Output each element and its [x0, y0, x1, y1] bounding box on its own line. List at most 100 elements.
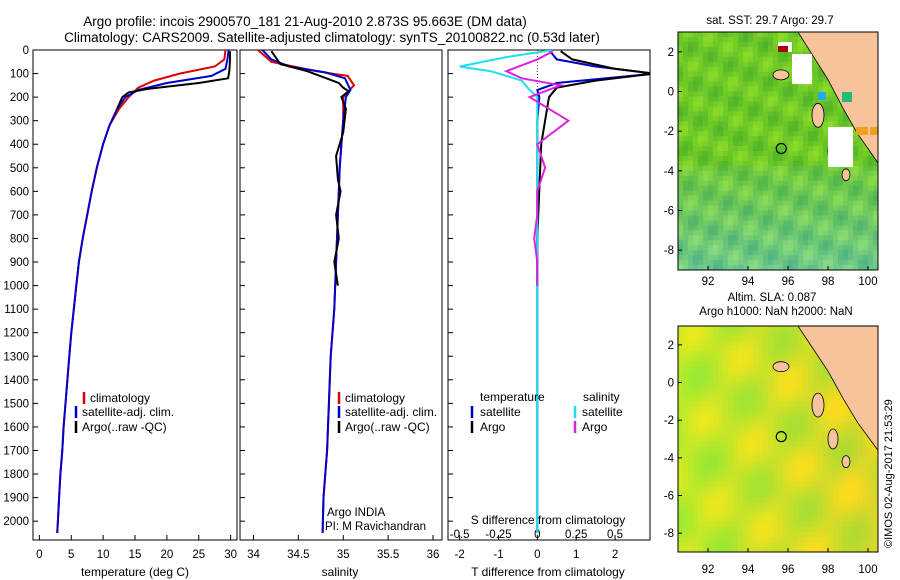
map-cell [733, 331, 739, 337]
map-cell [798, 346, 804, 352]
map-cell [723, 46, 729, 53]
map-cell [728, 536, 734, 543]
map-cell [798, 436, 804, 442]
map-cell [693, 185, 699, 192]
map-cell [688, 506, 694, 513]
map-cell [748, 260, 754, 266]
map-cell [733, 151, 739, 157]
map-cell [728, 195, 734, 202]
map-cell [753, 511, 759, 518]
map-cell [703, 240, 709, 246]
map-cell [843, 486, 849, 493]
map-cell [693, 106, 699, 112]
map-cell [768, 526, 774, 533]
map-cell [793, 235, 799, 241]
map-cell [733, 205, 739, 211]
map-cell [773, 466, 779, 473]
map-cell [688, 441, 694, 447]
coastal-pixel [818, 92, 826, 100]
map-cell [813, 205, 819, 211]
map-cell [693, 170, 699, 177]
map-cell [763, 170, 769, 177]
x-tick-label: 20 [160, 549, 173, 561]
map-cell [838, 180, 844, 187]
map-cell [708, 376, 714, 382]
map-cell [873, 476, 878, 483]
map-cell [678, 336, 684, 342]
map-cell [703, 32, 709, 38]
map-cell [848, 436, 854, 442]
map-cell [773, 331, 779, 337]
map-cell [718, 46, 724, 53]
map-cell [758, 170, 764, 177]
map-cell [738, 250, 744, 256]
map-cell [703, 46, 709, 53]
map-cell [813, 456, 819, 463]
map-cell [788, 126, 794, 132]
map-cell [738, 446, 744, 452]
map-cell [738, 165, 744, 172]
map-cell [763, 426, 769, 432]
map-cell [768, 66, 774, 73]
map-cell [803, 81, 809, 88]
map-cell [793, 506, 799, 513]
map-cell [703, 351, 709, 357]
map-cell [718, 366, 724, 372]
map-cell [703, 526, 709, 533]
map-cell [838, 547, 844, 552]
map-cell [843, 451, 849, 458]
map-cell [698, 32, 704, 38]
map-cell [763, 471, 769, 478]
map-cell [733, 376, 739, 382]
map-cell [858, 210, 864, 216]
map-cell [793, 471, 799, 478]
map-cell [798, 536, 804, 543]
map-cell [723, 210, 729, 216]
map-cell [698, 151, 704, 157]
map-cell [788, 146, 794, 152]
map-cell [753, 215, 759, 221]
map-cell [818, 496, 824, 503]
map-cell [808, 230, 814, 236]
map-cell [758, 136, 764, 142]
map-cell [808, 146, 814, 152]
map-cell [798, 141, 804, 147]
map-cell [718, 416, 724, 422]
map-cell [708, 381, 714, 387]
island [772, 361, 790, 373]
map-cell [778, 441, 784, 447]
map-cell [793, 421, 799, 427]
map-cell [768, 341, 774, 347]
map-cell [853, 255, 859, 261]
map-cell [843, 121, 849, 127]
depth-tick-label: 1700 [3, 445, 29, 457]
map-cell [713, 476, 719, 483]
map-cell [703, 156, 709, 162]
map-cell [793, 205, 799, 211]
map-cell [688, 326, 694, 332]
map-cell [843, 531, 849, 538]
map-cell [778, 126, 784, 132]
map-cell [778, 446, 784, 452]
map-cell [783, 205, 789, 211]
map-cell [743, 351, 749, 357]
map-cell [753, 116, 759, 122]
map-cell [693, 151, 699, 157]
map-cell [758, 501, 764, 508]
map-cell [718, 542, 724, 548]
map-cell [828, 411, 834, 417]
map-cell [863, 220, 869, 226]
map-cell [718, 76, 724, 83]
map-cell [738, 41, 744, 48]
map-cell [788, 511, 794, 518]
map-cell [713, 436, 719, 442]
map-cell [798, 265, 804, 270]
map-cell [713, 481, 719, 488]
map-cell [763, 76, 769, 83]
map-cell [868, 250, 874, 256]
map-cell [858, 215, 864, 221]
map-cell [778, 351, 784, 357]
series-line-argo-raw-qc- [116, 51, 231, 110]
map-cell [758, 336, 764, 342]
